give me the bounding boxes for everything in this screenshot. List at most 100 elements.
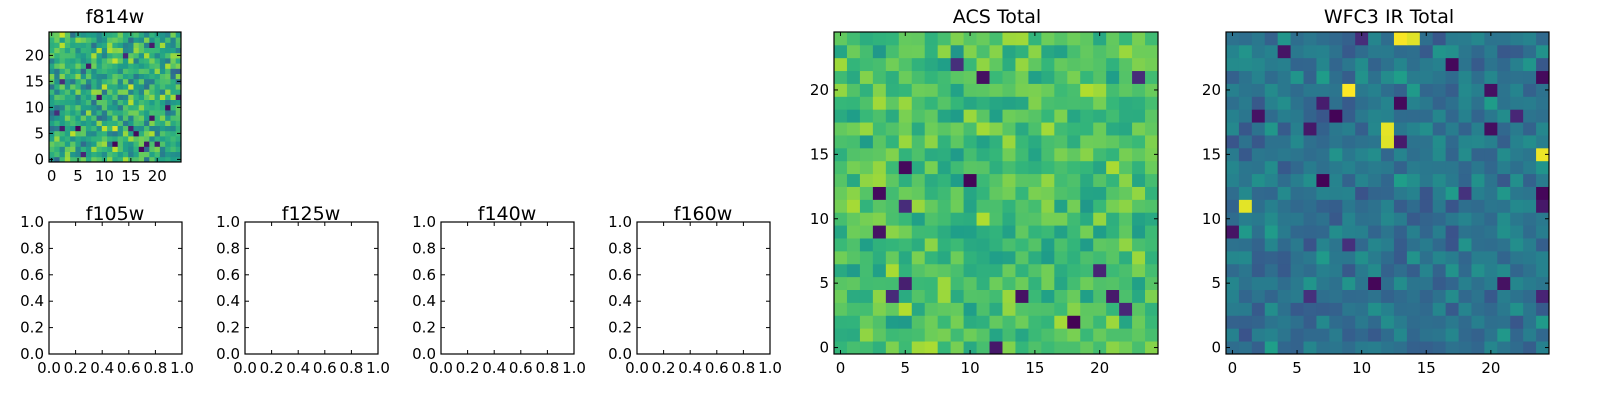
x-tick-label: 0.0 — [233, 359, 257, 377]
heatmap-cell — [1054, 83, 1068, 97]
heatmap-cell — [1419, 212, 1434, 226]
heatmap-cell — [1015, 302, 1029, 316]
heatmap-cell — [1251, 83, 1266, 97]
heatmap-cell — [846, 186, 861, 200]
heatmap-cell — [1342, 109, 1356, 123]
heatmap-cell — [1002, 341, 1016, 355]
heatmap-cell — [54, 146, 60, 152]
heatmap-cell — [59, 84, 66, 90]
heatmap-cell — [107, 130, 113, 137]
heatmap-cell — [59, 52, 66, 59]
heatmap-cell — [1432, 238, 1447, 252]
heatmap-cell — [1054, 276, 1068, 290]
heatmap-cell — [1406, 341, 1421, 355]
heatmap-cell — [91, 58, 97, 64]
heatmap-cell — [950, 44, 964, 59]
heatmap-cell — [1015, 32, 1029, 46]
heatmap-cell — [133, 73, 140, 80]
heatmap-cell — [1393, 96, 1408, 110]
heatmap-cell — [989, 276, 1003, 290]
heatmap-cell — [1290, 289, 1304, 303]
heatmap-cell — [1067, 238, 1081, 252]
heatmap-cell — [872, 44, 887, 59]
heatmap-cell — [112, 156, 119, 163]
heatmap-cell — [1093, 147, 1107, 162]
heatmap-cell — [1119, 238, 1133, 252]
heatmap-cell — [122, 151, 129, 158]
heatmap-cell — [1106, 70, 1120, 84]
heatmap-cell — [1445, 109, 1459, 123]
heatmap-cell — [128, 52, 134, 59]
heatmap-cell — [96, 125, 103, 132]
heatmap-cell — [1355, 32, 1369, 46]
heatmap-cell — [64, 104, 71, 111]
heatmap-cell — [1406, 173, 1421, 187]
heatmap-cell — [1471, 173, 1485, 187]
x-tick-label: 5 — [73, 167, 83, 185]
heatmap-cell — [1251, 173, 1266, 187]
heatmap-cell — [128, 99, 134, 106]
heatmap-cell — [154, 120, 161, 126]
heatmap-cell — [1277, 135, 1291, 149]
heatmap-cell — [1067, 83, 1081, 97]
heatmap-cell — [133, 42, 140, 48]
heatmap-cell — [1106, 199, 1120, 213]
heatmap-cell — [1106, 83, 1120, 97]
heatmap-cell — [80, 37, 87, 43]
heatmap-cell — [872, 238, 887, 252]
heatmap-cell — [1277, 238, 1291, 252]
heatmap-cell — [59, 89, 66, 95]
heatmap-cell — [122, 110, 129, 116]
heatmap-cell — [1264, 263, 1279, 278]
heatmap-cell — [1277, 328, 1291, 342]
heatmap-cell — [165, 115, 171, 121]
heatmap-cell — [1132, 44, 1146, 59]
heatmap-cell — [1536, 225, 1550, 239]
heatmap-cell — [976, 44, 990, 59]
heatmap-cell — [96, 120, 103, 126]
heatmap-cell — [1419, 225, 1434, 239]
heatmap-cell — [1406, 135, 1421, 149]
heatmap-cell — [1264, 302, 1279, 316]
heatmap-cell — [1432, 186, 1447, 200]
heatmap-cell — [80, 141, 87, 147]
heatmap-cell — [75, 68, 82, 74]
heatmap-cell — [117, 120, 124, 126]
heatmap-cell — [175, 115, 182, 121]
heatmap-cell — [75, 136, 82, 142]
heatmap-cell — [1015, 109, 1029, 123]
heatmap-cell — [1381, 289, 1395, 303]
heatmap-cell — [834, 289, 848, 303]
heatmap-cell — [107, 120, 113, 126]
heatmap-cell — [170, 42, 177, 48]
heatmap-cell — [1458, 109, 1472, 123]
heatmap-cell — [1471, 32, 1485, 46]
heatmap-cell — [1041, 328, 1055, 342]
heatmap-cell — [1067, 57, 1081, 72]
heatmap-cell — [1342, 289, 1356, 303]
heatmap-cell — [85, 130, 92, 137]
heatmap-cell — [1277, 289, 1291, 303]
heatmap-cell — [59, 115, 66, 121]
heatmap-cell — [898, 315, 913, 329]
heatmap-cell — [1238, 135, 1253, 149]
heatmap-cell — [1536, 315, 1550, 329]
heatmap-cell — [70, 42, 76, 48]
heatmap-cell — [80, 146, 87, 152]
heatmap-cell — [49, 151, 55, 158]
heatmap-cell — [1041, 57, 1055, 72]
heatmap-cell — [976, 199, 990, 213]
y-tick-label: 0.0 — [412, 345, 436, 363]
heatmap-cell — [1316, 57, 1330, 72]
heatmap-cell — [1329, 147, 1343, 162]
heatmap-cell — [96, 130, 103, 137]
x-tick-label: 0 — [47, 167, 57, 185]
heatmap-cell — [976, 302, 990, 316]
heatmap-cell — [144, 89, 150, 95]
heatmap-cell — [1251, 109, 1266, 123]
heatmap-cell — [1015, 135, 1029, 149]
heatmap-cell — [1445, 199, 1459, 213]
heatmap-cell — [859, 199, 874, 213]
y-tick-label: 0.6 — [608, 266, 632, 284]
heatmap-cell — [885, 341, 900, 355]
